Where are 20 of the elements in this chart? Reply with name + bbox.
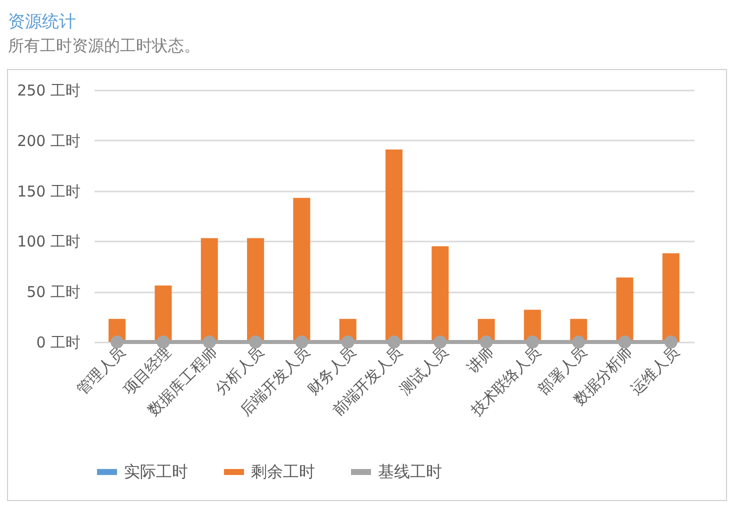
legend-label: 基线工时 (378, 462, 442, 481)
legend-label: 实际工时 (124, 462, 188, 481)
y-tick-label: 100 工时 (17, 232, 80, 251)
legend-label: 剩余工时 (251, 462, 315, 481)
bar (200, 238, 218, 342)
bar (432, 246, 449, 342)
x-tick-label: 讲师 (464, 343, 498, 378)
y-tick-label: 150 工时 (17, 182, 80, 200)
y-tick-label: 200 工时 (17, 132, 80, 150)
bar (293, 198, 310, 342)
chart-subtitle: 所有工时资源的工时状态。 (8, 36, 200, 57)
bar (616, 277, 634, 342)
y-tick-label: 50 工时 (26, 283, 80, 302)
y-tick-label: 0 工时 (36, 334, 80, 352)
bar (386, 149, 402, 342)
bar (247, 238, 264, 342)
y-tick-label: 250 工时 (17, 82, 80, 100)
bar (154, 286, 172, 342)
bar (662, 253, 680, 342)
chart-title: 资源统计 (8, 11, 76, 33)
